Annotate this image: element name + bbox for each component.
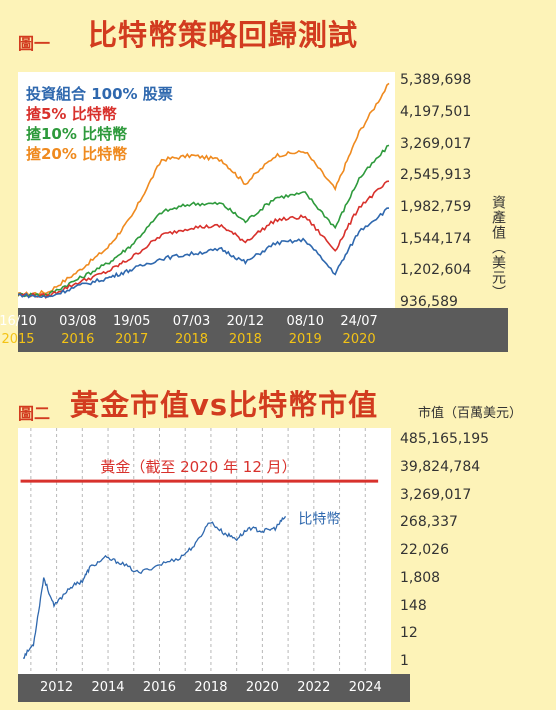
figure1-x-tick-4: 20/12 <box>226 314 265 329</box>
figure1-x-tick-0: 16/10 <box>0 314 37 329</box>
figure1-label: 圖一 <box>18 34 51 53</box>
figure1-plot-area: 投資組合 100% 股票 揸5% 比特幣 揸10% 比特幣 揸20% 比特幣 <box>18 72 395 308</box>
figure1-y-tick-0: 5,389,698 <box>400 72 472 89</box>
legend-entry-btc20: 揸20% 比特幣 <box>26 145 128 163</box>
figure2-x-axis-bar <box>18 674 410 702</box>
figure2-y-tick-6: 148 <box>400 597 427 614</box>
figure2-x-tick-5: 2022 <box>297 680 331 695</box>
figure1-x-tick-year-6: 2020 <box>342 332 376 347</box>
figure2-y-tick-8: 1 <box>400 653 409 669</box>
figure1-y-tick-7: 936,589 <box>400 293 458 310</box>
figure1-y-tick-1: 4,197,501 <box>400 103 472 120</box>
figure1-y-tick-6: 1,202,604 <box>400 262 472 279</box>
gold-label: 黃金（截至 2020 年 12 月） <box>100 458 296 476</box>
legend-entry-stocks: 投資組合 100% 股票 <box>26 85 173 103</box>
legend-entry-btc10: 揸10% 比特幣 <box>26 125 128 143</box>
figure1-x-tick-6: 24/07 <box>340 314 378 329</box>
figure2-y-tick-7: 12 <box>400 625 418 642</box>
figure1-x-tick-year-4: 2018 <box>228 332 262 347</box>
figure2-y-tick-2: 3,269,017 <box>400 486 472 503</box>
figure2-y-tick-5: 1,808 <box>400 569 441 586</box>
bitcoin-market-cap-line <box>23 515 287 659</box>
figure1-x-tick-5: 08/10 <box>286 314 324 329</box>
figure1-x-tick-1: 03/08 <box>59 314 97 329</box>
figure2-x-tick-3: 2018 <box>194 680 228 695</box>
figure2-x-tick-2: 2016 <box>142 680 177 695</box>
figure1-x-tick-3: 07/03 <box>172 314 211 329</box>
figure1-x-axis-bar <box>18 308 508 352</box>
figure2-y-tick-3: 268,337 <box>400 514 458 531</box>
bitcoin-label: 比特幣 <box>298 511 340 527</box>
figure1-y-tick-3: 2,545,913 <box>400 167 472 184</box>
figure1-series-group <box>18 82 390 300</box>
figure1-series-line-0 <box>18 207 390 299</box>
figure1-svg <box>18 82 390 300</box>
figure2-plot-area: 黃金（截至 2020 年 12 月） 比特幣 <box>18 428 391 674</box>
figure1-y-tick-4: 1,982,759 <box>400 198 472 215</box>
figure1-x-tick-2: 19/05 <box>112 314 151 329</box>
legend-entry-btc5: 揸5% 比特幣 <box>26 105 117 123</box>
figure1-series-line-3 <box>18 82 390 297</box>
figure2-title: 黃金市值vs比特幣市值 <box>70 388 379 422</box>
figure2-label: 圖二 <box>18 404 51 423</box>
figure2-x-tick-4: 2020 <box>245 680 279 695</box>
figure1-title: 比特幣策略回歸測試 <box>88 18 359 52</box>
figure1-x-tick-year-1: 2016 <box>61 332 95 347</box>
figure1-x-tick-year-0: 2015 <box>1 332 35 347</box>
figure2-x-tick-6: 2024 <box>348 680 382 695</box>
figure1-y-tick-2: 3,269,017 <box>400 135 472 152</box>
figure2-y-tick-4: 22,026 <box>400 542 449 558</box>
figure1-x-tick-year-5: 2019 <box>288 332 322 347</box>
figure2-y-tick-0: 485,165,195 <box>400 431 490 447</box>
figure1-legend: 投資組合 100% 股票 揸5% 比特幣 揸10% 比特幣 揸20% 比特幣 <box>26 84 173 164</box>
figure2-y-unit: 市值（百萬美元） <box>418 406 523 421</box>
figure1-x-tick-year-2: 2017 <box>115 332 149 347</box>
figure1-y-tick-5: 1,544,174 <box>400 230 472 247</box>
figure1-y-unit: 資產值（美元） <box>490 195 506 300</box>
figure2-svg: 黃金（截至 2020 年 12 月） 比特幣 <box>20 428 379 674</box>
figure2-grid <box>30 428 366 674</box>
figure2-x-tick-1: 2014 <box>91 680 125 695</box>
figure1-series-line-1 <box>18 180 390 300</box>
figure2-x-tick-0: 2012 <box>40 680 74 695</box>
figure1-x-tick-year-3: 2018 <box>174 332 209 347</box>
figure2-y-tick-1: 39,824,784 <box>400 458 481 475</box>
figure1-series-line-2 <box>18 144 390 298</box>
